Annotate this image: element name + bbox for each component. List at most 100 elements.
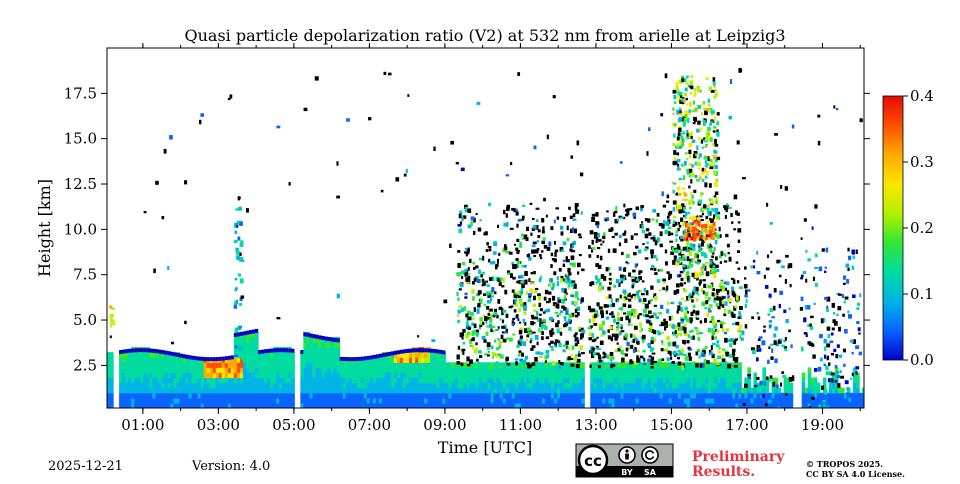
- heatmap-cell: [723, 397, 727, 404]
- heatmap-cell: [239, 252, 242, 256]
- heatmap-cell: [520, 392, 525, 399]
- heatmap-cell: [342, 397, 347, 404]
- heatmap-cell: [336, 402, 341, 408]
- heatmap-cell: [131, 367, 135, 374]
- heatmap-cell: [503, 209, 506, 215]
- heatmap-cell: [672, 142, 676, 147]
- heatmap-cell: [421, 372, 425, 379]
- heatmap-cell: [768, 379, 771, 382]
- heatmap-cell: [650, 268, 654, 271]
- heatmap-cell: [412, 348, 416, 353]
- heatmap-cell: [819, 397, 824, 404]
- heatmap-cell: [674, 402, 679, 408]
- heatmap-cell: [699, 402, 703, 408]
- heatmap-cell: [771, 397, 776, 404]
- heatmap-cell: [510, 305, 514, 308]
- heatmap-cell: [645, 246, 649, 250]
- heatmap-cell: [122, 377, 126, 384]
- heatmap-cell: [632, 402, 637, 408]
- heatmap-cell: [303, 372, 307, 379]
- heatmap-cell: [363, 356, 367, 361]
- heatmap-cell: [620, 367, 625, 374]
- heatmap-cell: [185, 354, 189, 359]
- heatmap-cell: [285, 362, 289, 368]
- heatmap-cell: [707, 305, 712, 308]
- heatmap-cell: [436, 357, 440, 363]
- heatmap-cell: [345, 367, 350, 374]
- heatmap-cell: [695, 310, 700, 316]
- heatmap-cell: [424, 392, 428, 399]
- heatmap-cell: [245, 331, 250, 338]
- heatmap-cell: [312, 352, 317, 358]
- heatmap-cell: [575, 209, 580, 214]
- heatmap-cell: [482, 271, 486, 275]
- heatmap-cell: [512, 276, 516, 280]
- heatmap-cell: [526, 382, 531, 389]
- heatmap-cell: [812, 276, 816, 282]
- heatmap-cell: [369, 372, 374, 379]
- heatmap-cell: [375, 382, 380, 389]
- heatmap-cell: [731, 351, 736, 356]
- heatmap-cell: [705, 236, 708, 241]
- heatmap-cell: [451, 362, 455, 368]
- heatmap-cell: [835, 107, 839, 111]
- heatmap-cell: [604, 364, 609, 369]
- heatmap-cell: [677, 353, 681, 357]
- heatmap-cell: [466, 281, 470, 285]
- heatmap-cell: [360, 372, 365, 379]
- heatmap-cell: [675, 261, 679, 266]
- heatmap-cell: [477, 303, 481, 308]
- heatmap-cell: [697, 120, 701, 124]
- heatmap-cell: [399, 397, 404, 404]
- heatmap-cell: [321, 347, 326, 353]
- heatmap-cell: [593, 392, 597, 399]
- heatmap-cell: [686, 311, 689, 314]
- heatmap-cell: [700, 112, 703, 116]
- colorbar-tick-label: 0.4: [910, 87, 934, 105]
- heatmap-cell: [842, 348, 847, 353]
- heatmap-cell: [403, 367, 407, 374]
- heatmap-cell: [467, 224, 472, 229]
- heatmap-cell: [324, 402, 329, 408]
- heatmap-cell: [674, 397, 679, 404]
- heatmap-cell: [807, 367, 812, 374]
- heatmap-cell: [682, 78, 687, 83]
- heatmap-cell: [747, 397, 751, 404]
- heatmap-cell: [713, 326, 717, 329]
- heatmap-cell: [762, 382, 767, 389]
- heatmap-cell: [448, 377, 452, 384]
- heatmap-cell: [167, 387, 172, 394]
- heatmap-cell: [176, 397, 181, 404]
- heatmap-cell: [560, 372, 564, 379]
- heatmap-cell: [412, 382, 416, 389]
- heatmap-cell: [396, 357, 401, 363]
- heatmap-cell: [466, 402, 471, 408]
- heatmap-cell: [119, 392, 123, 399]
- heatmap-cell: [463, 377, 468, 384]
- heatmap-cell: [598, 306, 603, 310]
- heatmap-cell: [409, 382, 413, 389]
- heatmap-cell: [690, 336, 693, 340]
- heatmap-cell: [233, 397, 238, 404]
- heatmap-cell: [596, 302, 600, 307]
- heatmap-cell: [699, 235, 703, 239]
- heatmap-cell: [550, 226, 554, 231]
- heatmap-cell: [191, 367, 196, 374]
- heatmap-cell: [632, 334, 636, 338]
- heatmap-cell: [851, 249, 855, 255]
- heatmap-cell: [632, 372, 637, 379]
- heatmap-cell: [185, 397, 190, 404]
- heatmap-cell: [491, 345, 494, 350]
- heatmap-cell: [528, 296, 531, 299]
- heatmap-cell: [276, 387, 280, 394]
- heatmap-cell: [762, 367, 767, 374]
- chart-title: Quasi particle depolarization ratio (V2)…: [184, 26, 785, 45]
- heatmap-cell: [617, 392, 622, 399]
- heatmap-cell: [137, 367, 141, 374]
- heatmap-cell: [609, 272, 612, 276]
- heatmap-cell: [536, 351, 541, 355]
- heatmap-cell: [146, 387, 150, 394]
- heatmap-cell: [179, 353, 183, 358]
- heatmap-cell: [242, 331, 247, 336]
- heatmap-cell: [840, 392, 845, 399]
